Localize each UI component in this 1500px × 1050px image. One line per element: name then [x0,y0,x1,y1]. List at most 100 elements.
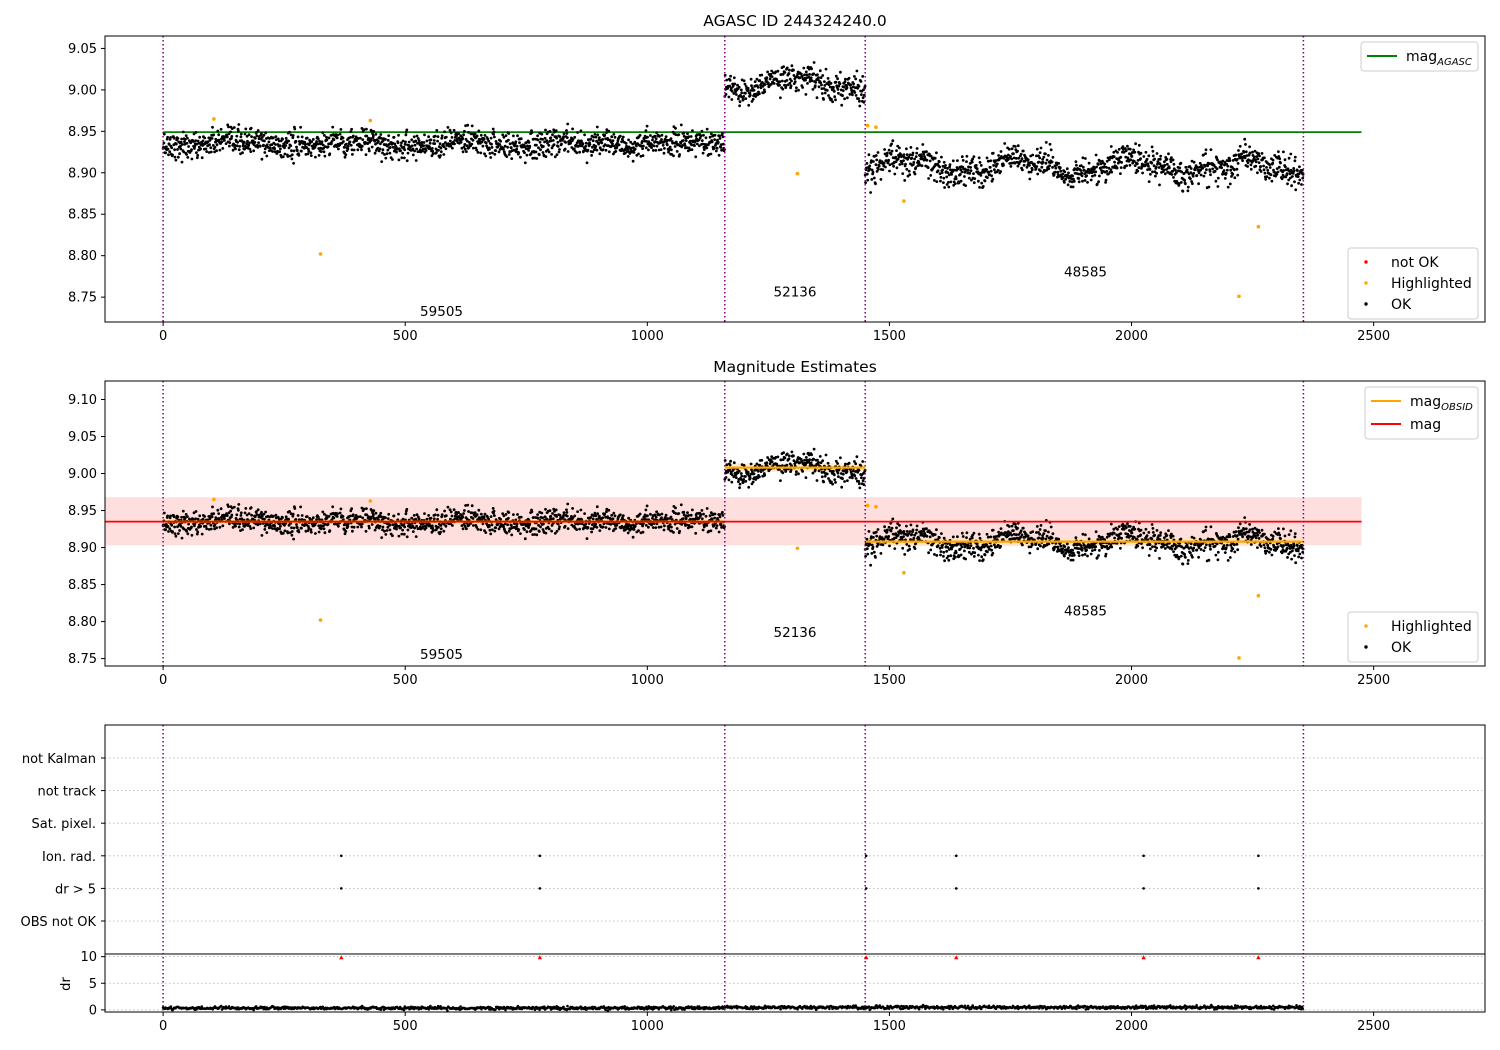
panel2-ok-point [803,458,806,462]
panel1-ok-point [588,143,592,146]
panel2-ok-point [372,513,375,516]
panel1-ok-point [499,139,502,143]
panel2-ok-point [751,480,755,484]
panel1-ok-point [1265,166,1268,169]
panel2-ok-point [912,536,916,540]
panel2-ok-point [601,516,605,520]
panel1-ok-point [1045,168,1049,172]
panel1-ok-point [809,76,813,80]
panel1-ok-point [208,143,212,147]
panel2-ok-point [173,525,177,529]
panel1-ok-point [869,191,872,194]
panel2-ok-point [350,525,354,529]
panel1-ok-point [1039,169,1042,173]
panel1-ok-point [572,147,576,151]
panel2-ok-point [542,522,545,526]
panel1-ok-point [540,132,544,136]
panel1-ok-point [1170,156,1173,160]
panel2-ok-point [717,530,721,534]
panel1-ok-point [452,128,456,132]
panel1-ok-point [1293,155,1297,159]
panel2-ok-point [822,480,825,484]
panel1-ok-point [342,140,345,143]
panel1-ok-point [300,149,303,153]
panel2-ok-point [168,527,172,531]
panel1-ok-point [299,125,302,129]
panel1-ok-point [872,160,875,163]
panel1-ok-point [972,172,975,176]
panel2-ok-point [249,506,253,509]
panel1-ok-point [601,148,605,152]
panel2-ok-point [180,515,184,519]
panel1-ok-point [999,150,1003,153]
panel1-ok-point [1016,149,1019,153]
panel1-ok-point [416,137,420,140]
panel2-ok-point [186,515,189,518]
panel1-ok-point [1007,147,1011,151]
panel1-ok-point [862,93,866,97]
panel2-ok-point [294,518,298,521]
panel1-ok-point [290,153,294,157]
panel1-ok-point [1273,154,1277,157]
panel2-ok-point [808,458,811,462]
panel2-ok-point [173,532,177,535]
panel1-ok-point [935,151,938,155]
panel1-ok-point [1139,151,1143,155]
panel1-ok-point [412,135,416,139]
panel1-ok-point [200,141,204,145]
panel2-ok-point [397,534,401,538]
panel1-ok-point [591,150,595,154]
panel1-ok-point [749,77,753,81]
panel2-ok-point [977,553,980,557]
panel1-ok-point [1291,175,1294,178]
panel1-ok-point [543,140,546,144]
panel1-ok-point [908,173,912,177]
panel2-ok-point [1010,533,1014,537]
panel2-ok-point [356,525,360,529]
panel2-ok-point [273,524,276,528]
panel1-ok-point [1228,182,1232,186]
panel2-ok-point [190,533,194,537]
panel2-ok-point [817,469,821,473]
panel1-ok-point [331,125,335,129]
panel1-ok-point [900,162,904,166]
panel1-ok-point [637,152,640,156]
panel1-ok-point [968,171,972,175]
panel2-ok-point [516,513,519,516]
panel1-ok-point [179,147,183,151]
panel2-ok-point [887,525,891,529]
panel1-ok-point [845,84,848,87]
panel1-ok-point [1055,163,1058,167]
panel2-ok-point [605,510,608,514]
panel2-ok-point [644,508,648,512]
panel1-ok-point [386,138,390,142]
panel1-ok-point [991,177,995,181]
panel1-ok-point [510,157,514,161]
panel1-ok-point [584,141,588,145]
panel1-ok-point [793,80,797,84]
panel1-ok-point [941,168,944,172]
panel2-ok-point [427,514,430,517]
panel1-ok-point [591,145,594,149]
panel1-ok-point [488,152,492,155]
panel1-ok-point [349,143,353,147]
panel1-ok-point [311,144,314,148]
panel1-ok-point [795,86,798,90]
panel1-ok-point [995,162,999,166]
panel1-ok-point [190,148,193,152]
panel1-ok-point [659,148,663,152]
panel1-ok-point [619,134,622,138]
panel2-ok-point [237,503,241,506]
panel1-ok-point [246,139,249,143]
panel1-ok-point [997,154,1000,157]
panel1-ok-point [678,153,681,156]
panel2-ok-point [309,528,313,532]
panel1-ok-point [515,147,519,151]
panel2-ok-point [464,504,467,507]
panel2-ok-point [476,528,480,531]
panel1-ok-point [755,77,759,81]
panel1-ok-point [1254,160,1258,164]
panel2-ok-point [818,455,822,458]
panel1-ok-point [782,65,785,68]
panel1-ok-point [538,131,542,135]
